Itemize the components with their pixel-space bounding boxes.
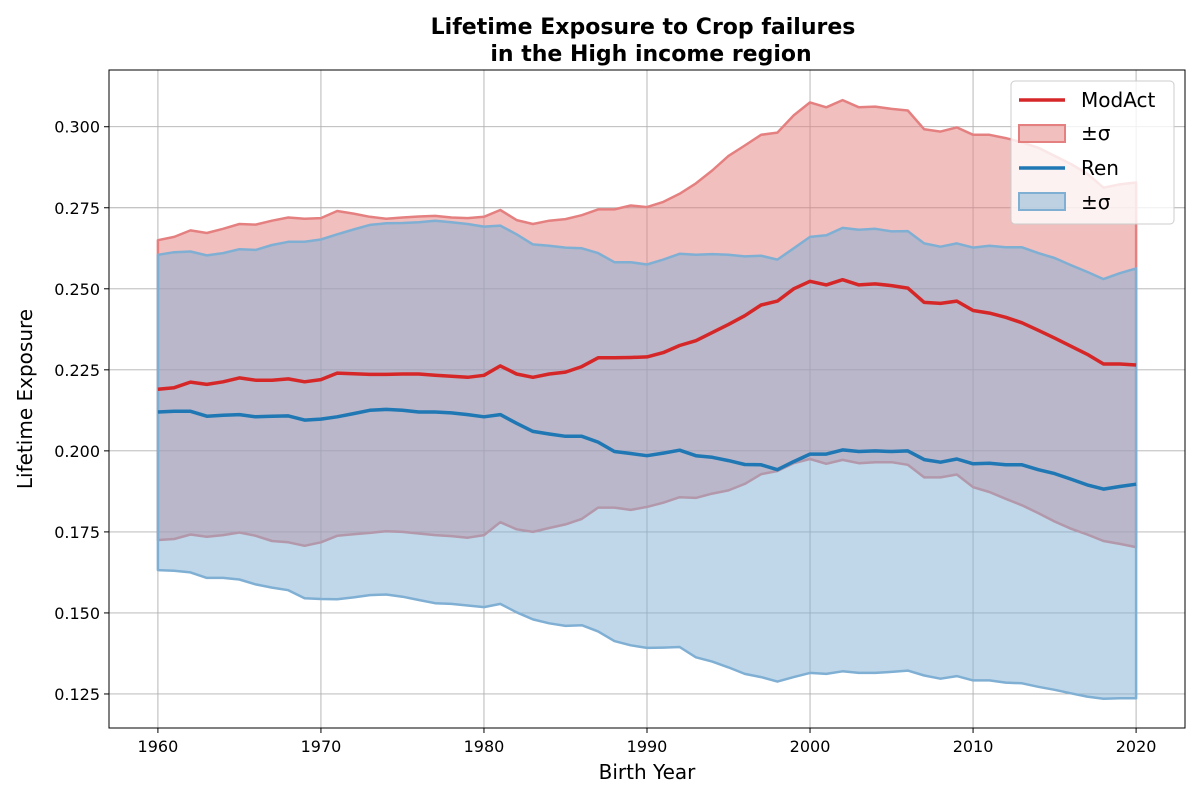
x-axis-label: Birth Year	[599, 760, 696, 784]
legend-box	[1010, 80, 1175, 225]
legend-label-ren: Ren	[1081, 156, 1119, 180]
legend-label-modact: ModAct	[1081, 88, 1156, 112]
x-tick-label-1990: 1990	[627, 737, 668, 756]
y-tick-label-0.250: 0.250	[54, 280, 100, 299]
y-tick-label-0.125: 0.125	[54, 685, 100, 704]
x-tick-label-2010: 2010	[953, 737, 994, 756]
y-axis-label: Lifetime Exposure	[13, 309, 37, 489]
legend-label-modact-band: ±σ	[1081, 121, 1111, 145]
modact-mean-line	[157, 277, 1137, 392]
y-tick-label-0.275: 0.275	[54, 199, 100, 218]
x-tick-label-2000: 2000	[790, 737, 831, 756]
y-tick-label-0.200: 0.200	[54, 442, 100, 461]
x-tick-label-1960: 1960	[138, 737, 179, 756]
ren-mean-line	[157, 407, 1137, 491]
chart-subtitle: in the High income region	[490, 42, 811, 67]
y-tick-label-0.175: 0.175	[54, 523, 100, 542]
legend-swatch-modact-band	[1018, 124, 1066, 143]
y-tick-label-0.300: 0.300	[54, 118, 100, 137]
uncertainty-bands	[156, 98, 1138, 701]
x-tick-label-1980: 1980	[464, 737, 505, 756]
series-lines	[157, 277, 1137, 491]
x-tick-label-2020: 2020	[1116, 737, 1157, 756]
y-tick-label-0.225: 0.225	[54, 361, 100, 380]
legend: ModAct ±σ Ren ±σ	[1010, 80, 1175, 225]
legend-label-ren-band: ±σ	[1081, 190, 1111, 214]
axis-ticks: 1960 1970 1980 1990 2000 2010 2020 0.125 0.150 0.…	[54, 118, 1156, 756]
x-tick-label-1970: 1970	[301, 737, 342, 756]
ren-sigma-band	[156, 219, 1138, 701]
chart-title: Lifetime Exposure to Crop failures	[431, 15, 856, 40]
legend-swatch-ren-band	[1018, 192, 1066, 211]
y-tick-label-0.150: 0.150	[54, 604, 100, 623]
